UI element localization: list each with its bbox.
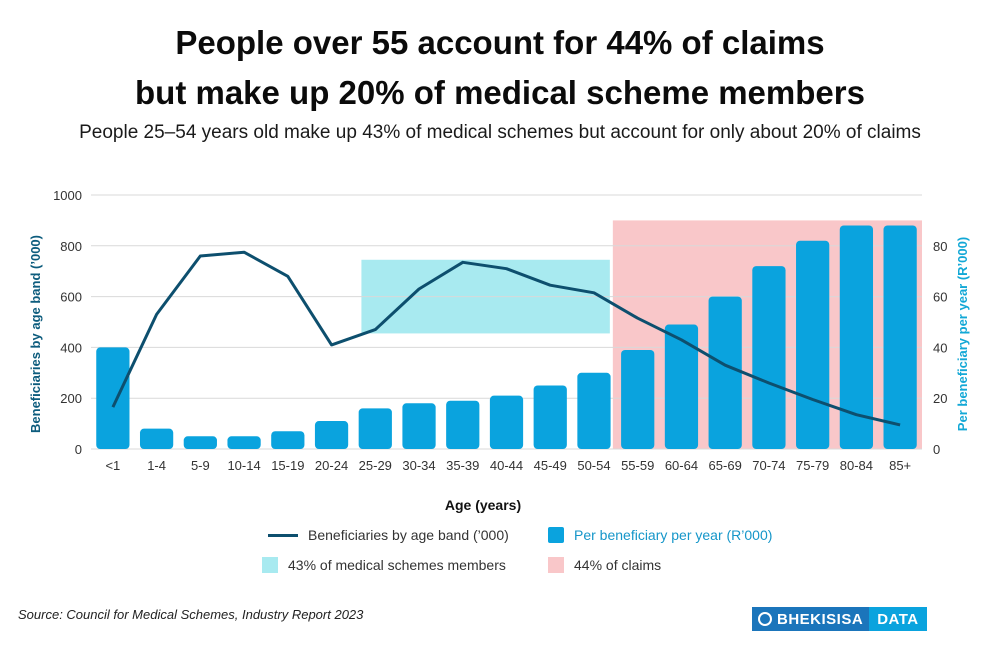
legend-pink-label: 44% of claims (574, 557, 662, 573)
y-right-tick-label: 40 (933, 340, 947, 355)
bar-80-84 (839, 225, 874, 449)
bar-85+ (883, 225, 917, 449)
legend-cyan-region: 43% of medical schemes members (262, 557, 506, 573)
legend-bar-swatch (548, 527, 564, 543)
source-note: Source: Council for Medical Schemes, Ind… (18, 607, 364, 622)
y-right-tick-label: 60 (933, 290, 947, 305)
x-tick-label: 50-54 (577, 458, 610, 473)
x-tick-label: 65-69 (709, 458, 742, 473)
y-left-tick-label: 0 (75, 442, 82, 457)
bar-1-4 (139, 428, 174, 449)
bar-50-54 (577, 372, 611, 449)
title-line-1: People over 55 account for 44% of claims (175, 24, 825, 61)
x-tick-label: 40-44 (490, 458, 523, 473)
x-tick-label: 30-34 (402, 458, 435, 473)
bar-25-29 (358, 408, 392, 449)
y-axis-left-title: Beneficiaries by age band (’000) (28, 235, 43, 433)
x-tick-label: 25-29 (359, 458, 392, 473)
y-left-tick-label: 200 (60, 391, 82, 406)
bar-60-64 (664, 324, 699, 449)
legend-bar-label: Per beneficiary per year (R’000) (574, 527, 773, 543)
legend-line-label: Beneficiaries by age band (’000) (308, 527, 509, 543)
title-line-2: but make up 20% of medical scheme member… (135, 74, 865, 111)
bar-70-74 (752, 266, 786, 449)
legend-line-swatch (268, 533, 298, 537)
x-tick-label: 10-14 (227, 458, 260, 473)
x-tick-label: 1-4 (147, 458, 166, 473)
bar-<1 (96, 347, 130, 449)
bar-5-9 (183, 436, 217, 449)
x-tick-label: 20-24 (315, 458, 348, 473)
brand-logo-left: BHEKISISA (752, 607, 870, 631)
bar-35-39 (446, 400, 480, 449)
x-tick-label: 85+ (889, 458, 911, 473)
legend-pink-swatch (548, 557, 564, 573)
bar-45-49 (533, 385, 567, 449)
bar-55-59 (621, 349, 655, 449)
x-tick-label: 15-19 (271, 458, 304, 473)
x-tick-label: 35-39 (446, 458, 479, 473)
x-tick-label: 45-49 (534, 458, 567, 473)
y-right-tick-label: 80 (933, 239, 947, 254)
magnifier-icon (758, 612, 772, 626)
x-tick-label: 5-9 (191, 458, 210, 473)
x-tick-label: <1 (105, 458, 120, 473)
legend-cyan-swatch (262, 557, 278, 573)
combo-chart: 0 200 400 600 800 1000 0 20 40 60 80 <1 1-4 5-9 10-1… (28, 188, 970, 513)
brand-logo: BHEKISISA DATA (752, 607, 984, 631)
bar-30-34 (402, 403, 436, 449)
bar-15-19 (271, 431, 305, 449)
brand-name: BHEKISISA (777, 610, 864, 628)
x-axis-title: Age (years) (445, 497, 521, 513)
y-left-tick-label: 600 (60, 290, 82, 305)
brand-suffix: DATA (877, 610, 919, 628)
legend-cyan-label: 43% of medical schemes members (288, 557, 506, 573)
legend-line: Beneficiaries by age band (’000) (268, 527, 509, 543)
chart-title: People over 55 account for 44% of claims… (0, 18, 1000, 118)
y-right-tick-label: 20 (933, 391, 947, 406)
y-right-tick-label: 0 (933, 442, 940, 457)
chart-subtitle: People 25–54 years old make up 43% of me… (79, 122, 921, 143)
x-tick-label: 75-79 (796, 458, 829, 473)
bar-10-14 (227, 436, 261, 449)
bar-40-44 (489, 395, 524, 449)
y-axis-right-title: Per beneficiary per year (R’000) (955, 237, 970, 431)
bar-75-79 (796, 240, 830, 449)
y-left-tick-label: 400 (60, 340, 82, 355)
legend-bar: Per beneficiary per year (R’000) (548, 527, 772, 543)
y-left-tick-label: 800 (60, 239, 82, 254)
bar-65-69 (708, 296, 742, 449)
bar-20-24 (314, 421, 349, 449)
legend-pink-region: 44% of claims (548, 557, 661, 573)
x-tick-label: 80-84 (840, 458, 873, 473)
brand-logo-right: DATA (869, 607, 927, 631)
x-tick-label: 60-64 (665, 458, 698, 473)
x-tick-label: 55-59 (621, 458, 654, 473)
line-beneficiaries (111, 250, 901, 427)
x-tick-label: 70-74 (752, 458, 785, 473)
y-left-tick-label: 1000 (53, 188, 82, 203)
